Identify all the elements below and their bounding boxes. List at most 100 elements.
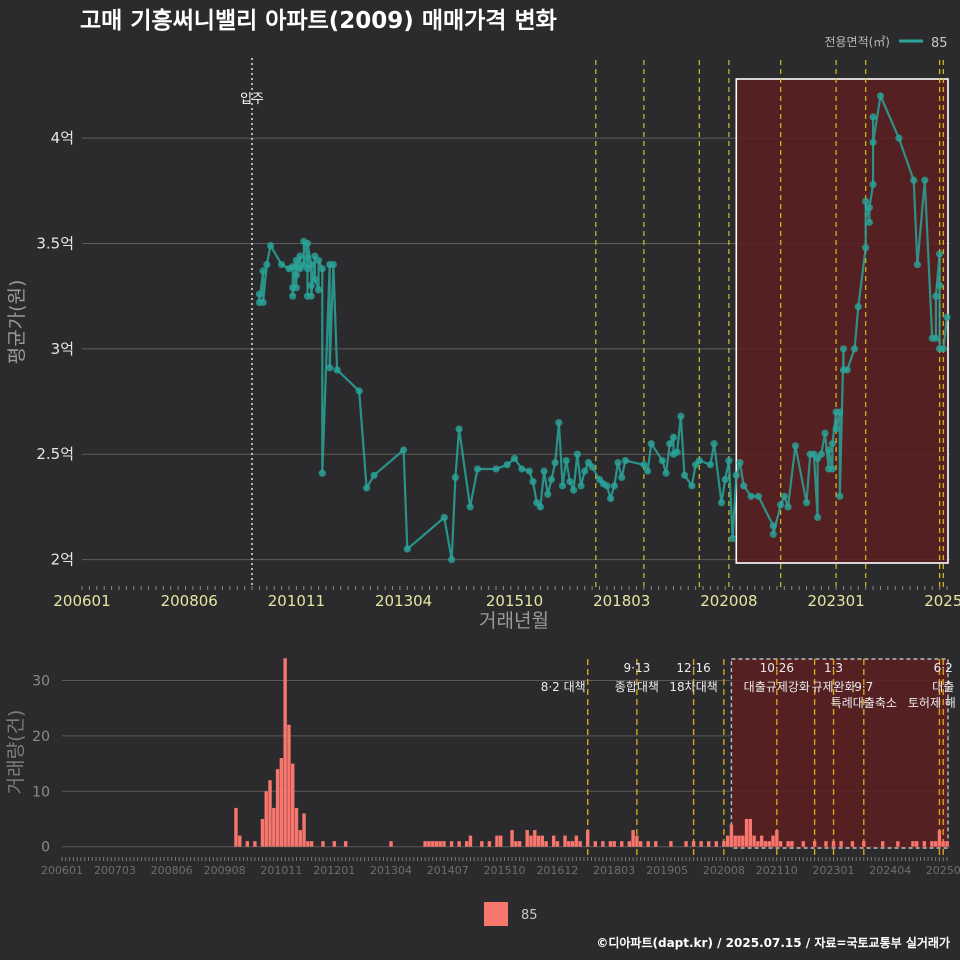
highlight-box [730, 658, 949, 849]
price-point [566, 478, 574, 486]
x-tick-label: 202008 [700, 592, 757, 610]
price-point [936, 250, 944, 258]
volume-bar [570, 841, 575, 847]
volume-bar [332, 841, 337, 847]
price-point [466, 503, 474, 511]
volume-bar [468, 835, 473, 847]
x-tick-label: 202110 [756, 864, 798, 877]
volume-bar [601, 841, 605, 847]
price-point [732, 471, 740, 479]
x-tick-label: 201510 [484, 864, 526, 877]
volume-bar [922, 841, 927, 847]
volume-bar [945, 841, 949, 847]
price-point [555, 419, 563, 427]
price-point [562, 456, 570, 465]
x-tick-label: 201304 [370, 864, 412, 877]
price-point [573, 450, 581, 458]
volume-bar [763, 841, 768, 847]
price-point [673, 448, 681, 456]
policy-event-label: 토허제 해 [908, 696, 956, 710]
price-point [536, 503, 544, 511]
x-tick-label: 201612 [536, 864, 578, 877]
volume-bar [540, 835, 545, 847]
volume-bar [778, 841, 783, 847]
volume-bar [574, 835, 579, 847]
price-point [581, 467, 589, 475]
volume-bar [464, 841, 469, 847]
y-tick-label: 2.5억 [36, 445, 74, 463]
price-point [503, 461, 511, 469]
price-point [614, 459, 622, 467]
volume-bar [896, 841, 900, 847]
policy-event-label: 대출규제강화 [744, 680, 810, 694]
chart-title: 고매 기흥써니밸리 아파트(2009) 매매가격 변화 [80, 8, 557, 34]
price-point [865, 218, 873, 226]
volume-bar [593, 841, 597, 847]
price-point [296, 252, 304, 260]
price-point [688, 482, 696, 490]
volume-bar [294, 807, 299, 847]
volume-bar [279, 758, 284, 847]
price-point [669, 433, 678, 441]
x-tick-label: 201510 [486, 592, 543, 610]
volume-bar [933, 841, 938, 847]
volume-bar [752, 835, 756, 847]
volume-bar [737, 835, 741, 847]
volume-bar [839, 841, 843, 847]
volume-bar [283, 658, 287, 847]
price-point [307, 260, 315, 269]
volume-bar [427, 841, 431, 847]
volume-bar [287, 724, 291, 847]
price-point [318, 265, 326, 273]
price-point [403, 545, 411, 553]
y-tick-label: 10 [32, 784, 50, 800]
price-point [448, 556, 456, 564]
price-point [865, 204, 873, 212]
price-point [640, 461, 648, 469]
price-point [784, 503, 792, 511]
volume-bar [268, 780, 272, 847]
highlight-box [735, 78, 949, 564]
price-point [529, 478, 537, 486]
price-point [540, 467, 548, 475]
price-point [610, 482, 618, 490]
volume-bar [555, 841, 560, 847]
price-point [836, 408, 844, 416]
price-point [440, 513, 448, 522]
volume-bar [654, 841, 658, 847]
price-point [577, 482, 585, 490]
volume-bar [608, 841, 613, 847]
volume-bar [691, 841, 696, 847]
x-tick-label: 2025 [924, 592, 960, 610]
volume-bar [786, 841, 790, 847]
x-tick-label: 201407 [427, 864, 469, 877]
price-point [259, 298, 267, 307]
price-point [939, 345, 947, 353]
price-point [895, 134, 903, 142]
volume-bar [536, 835, 541, 847]
price-point [363, 484, 371, 492]
volume-bar [449, 841, 454, 847]
price-point [558, 482, 567, 490]
price-point [603, 482, 611, 490]
price-point [791, 442, 800, 450]
volume-bar [612, 841, 616, 847]
price-point [736, 459, 744, 467]
volume-bar [725, 835, 730, 847]
price-point [913, 260, 922, 269]
y-tick-label: 30 [32, 673, 50, 689]
volume-bar [699, 841, 703, 847]
volume-bar [343, 841, 348, 847]
price-point [333, 366, 341, 374]
volume-bar [937, 830, 942, 847]
y-tick-label: 20 [32, 729, 50, 745]
volume-bar [253, 841, 257, 847]
price-point [869, 138, 877, 146]
x-tick-label: 20250 [926, 864, 960, 877]
volume-bar [321, 841, 325, 847]
x-tick-label: 201803 [593, 592, 650, 610]
price-point [451, 473, 459, 482]
price-point [769, 522, 777, 530]
volume-bar [759, 835, 764, 847]
